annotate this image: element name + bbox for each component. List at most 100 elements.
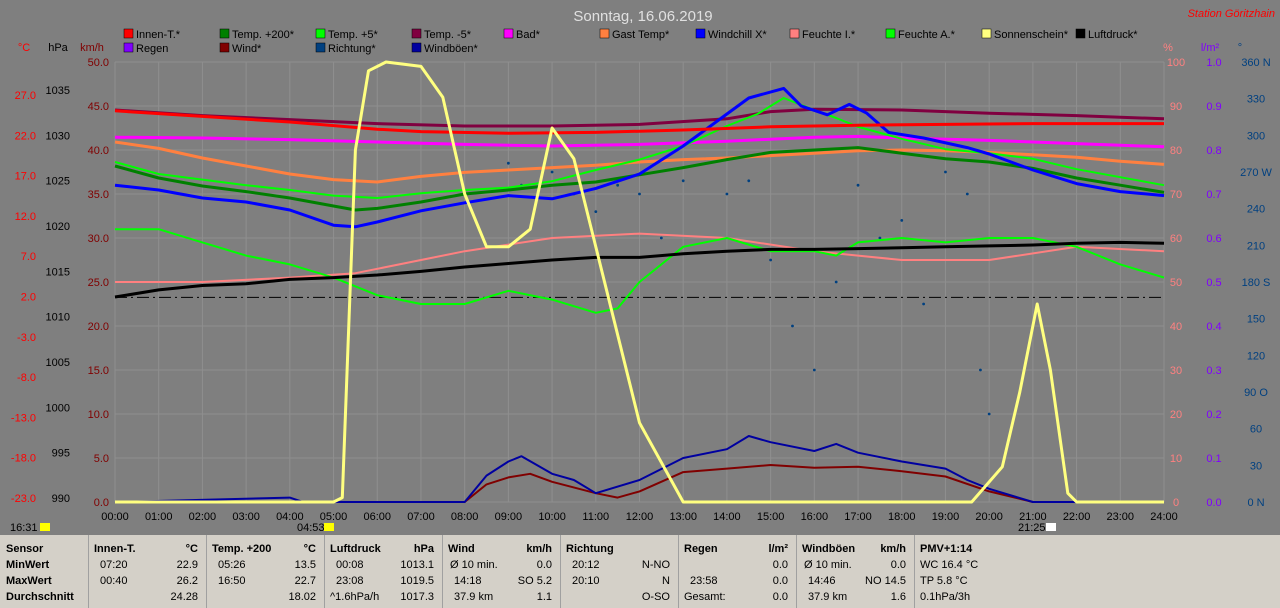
series-feuchte-a — [115, 228, 1165, 314]
stats-pmv: PMV+1:14 WC 16.4 °C TP 5.8 °C 0.1hPa/3h — [914, 535, 1034, 608]
legend-swatch — [695, 28, 706, 39]
series-richtung-dot — [616, 183, 620, 187]
rain-tick: 0.5 — [1206, 277, 1221, 289]
stats-value: 13.5 — [294, 559, 316, 571]
stats-row-label: MinWert — [6, 559, 50, 571]
x-tick: 09:00 — [495, 511, 523, 523]
x-tick: 21:00 — [1019, 511, 1047, 523]
temp-tick: -23.0 — [11, 493, 36, 505]
stats-value: SO 5.2 — [517, 575, 552, 587]
temp-tick: 2.0 — [21, 292, 36, 304]
wind-tick: 35.0 — [88, 189, 109, 201]
unit-label: hPa — [48, 42, 68, 54]
stats-value: 0.0 — [772, 559, 788, 571]
direction-tick: 270 W — [1240, 167, 1272, 179]
x-tick: 05:00 — [320, 511, 348, 523]
chart-title: Sonntag, 16.06.2019 — [573, 8, 712, 25]
right-axes: 10090807060504030201001.00.90.80.70.60.5… — [1167, 57, 1273, 509]
stats-richtung: Richtung 20:12 N-NO 20:10 N O-SO — [560, 535, 679, 608]
temp-tick: 17.0 — [15, 171, 36, 183]
x-tick: 06:00 — [363, 511, 391, 523]
series-richtung-dot — [791, 324, 794, 328]
legend-swatch — [789, 28, 800, 39]
stats-value: 0.0 — [536, 559, 552, 571]
stats-value: 1017.3 — [400, 591, 434, 603]
humidity-tick: 100 — [1167, 57, 1185, 69]
stats-unit: °C — [185, 543, 198, 555]
legend-label: Windchill X* — [708, 29, 767, 41]
direction-tick: 30 — [1250, 460, 1262, 472]
stats-time: 16:50 — [218, 575, 246, 587]
legend-label: Gast Temp* — [612, 29, 670, 41]
series-richtung-dot — [812, 368, 816, 372]
stats-value: O-SO — [641, 591, 670, 603]
x-tick: 12:00 — [626, 511, 654, 523]
series-richtung-dot — [922, 302, 926, 306]
stats-windboeen: Windböen km/h Ø 10 min. 0.0 14:46 NO 14.… — [796, 535, 915, 608]
stats-title: Regen — [684, 543, 718, 555]
humidity-tick: 50 — [1170, 277, 1182, 289]
stats-sensor-title: Sensor — [6, 543, 44, 555]
legend-label: Temp. +5* — [328, 29, 379, 41]
legend-swatch — [411, 42, 422, 53]
x-axis: 00:00 01:00 02:00 03:00 04:00 05:00 06:00 07:00… — [101, 511, 1178, 523]
wind-tick: 45.0 — [88, 101, 109, 113]
sunrise-icon — [324, 523, 334, 531]
temp-tick: 12.0 — [15, 211, 36, 223]
temp-tick: -8.0 — [17, 372, 36, 384]
direction-tick: 300 — [1247, 130, 1265, 142]
unit-label: °C — [18, 42, 30, 54]
series-richtung-dot — [878, 236, 882, 240]
series-richtung-dot — [856, 183, 860, 187]
rain-tick: 0.9 — [1206, 101, 1221, 113]
stats-regen: Regen l/m² 0.0 23:58 0.0 Gesamt: 0.0 — [678, 535, 797, 608]
series-richtung-dot — [769, 258, 773, 262]
direction-tick: 90 O — [1244, 387, 1268, 399]
stats-value: 24.28 — [170, 591, 198, 603]
legend-swatch — [503, 28, 514, 39]
legend-swatch — [123, 28, 134, 39]
series-feuchte-i — [115, 232, 1165, 283]
stats-unit: km/h — [880, 543, 906, 555]
rain-tick: 0.6 — [1206, 233, 1221, 245]
x-tick: 01:00 — [145, 511, 173, 523]
series-richtung-dot — [965, 192, 969, 196]
rain-tick: 0.7 — [1206, 189, 1221, 201]
series-richtung-dot — [987, 412, 991, 416]
rain-tick: 0.8 — [1206, 145, 1221, 157]
legend-label: Bad* — [516, 29, 541, 41]
stats-luftdruck: Luftdruck hPa 00:08 1013.1 23:08 1019.5 … — [324, 535, 443, 608]
series-bad — [114, 134, 1165, 149]
stats-value: WC 16.4 °C — [920, 559, 979, 571]
stats-value: TP 5.8 °C — [920, 575, 968, 587]
temp-tick: -3.0 — [17, 332, 36, 344]
legend-swatch — [599, 28, 610, 39]
sunset-label: 21:25 — [1018, 522, 1046, 534]
stats-value: 1019.5 — [400, 575, 434, 587]
left-units: °C hPa km/h — [18, 42, 104, 54]
x-tick: 00:00 — [101, 511, 129, 523]
legend-label: Windböen* — [424, 43, 479, 55]
rain-tick: 0.0 — [1206, 497, 1221, 509]
x-tick: 20:00 — [975, 511, 1003, 523]
wind-tick: 50.0 — [88, 57, 109, 69]
stats-title: PMV+1:14 — [920, 543, 973, 555]
stats-value: 0.0 — [772, 591, 788, 603]
stats-row-label: MaxWert — [6, 575, 52, 587]
stats-value: 22.9 — [176, 559, 198, 571]
legend-swatch — [1075, 28, 1086, 39]
stats-table: Sensor MinWert MaxWert Durchschnitt Inne… — [0, 535, 1280, 608]
legend-swatch — [411, 28, 422, 39]
series-innen-t — [114, 109, 1164, 135]
humidity-tick: 20 — [1170, 409, 1182, 421]
wind-tick: 30.0 — [88, 233, 109, 245]
legend-swatch — [981, 28, 992, 39]
legend-swatch — [219, 42, 230, 53]
sunrise-label: 04:53 — [297, 522, 325, 534]
wind-tick: 40.0 — [88, 145, 109, 157]
time-now-label: 16:31 — [10, 522, 38, 534]
bottom-markers: 16:31 04:53 21:25 — [10, 522, 1056, 534]
humidity-tick: 10 — [1170, 453, 1182, 465]
pressure-tick: 990 — [52, 493, 70, 505]
humidity-tick: 40 — [1170, 321, 1182, 333]
